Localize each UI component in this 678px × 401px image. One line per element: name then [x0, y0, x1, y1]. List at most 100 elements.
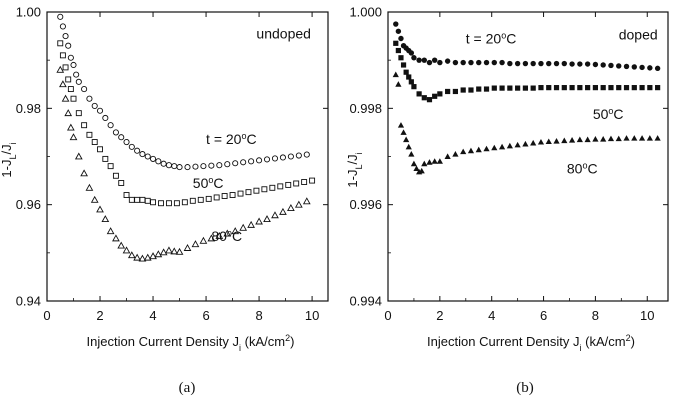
data-point — [263, 156, 271, 163]
data-point — [294, 200, 303, 208]
data-point — [261, 186, 268, 193]
data-point — [309, 177, 316, 184]
data-point — [445, 88, 451, 95]
annotation-label: t = 20oC — [466, 30, 517, 46]
data-point — [245, 189, 252, 196]
data-point — [546, 85, 552, 91]
data-point — [631, 85, 637, 91]
data-point — [170, 247, 179, 255]
data-point — [215, 231, 224, 239]
data-point — [600, 85, 606, 91]
data-point — [647, 65, 653, 71]
data-point — [134, 147, 141, 154]
data-point — [256, 157, 263, 164]
data-point — [181, 199, 188, 206]
data-point — [75, 78, 82, 85]
data-point — [122, 246, 131, 254]
data-point — [553, 137, 560, 144]
data-point — [240, 159, 247, 166]
data-point — [199, 236, 208, 244]
data-point — [405, 143, 412, 150]
data-point — [561, 60, 567, 67]
data-point — [123, 138, 130, 146]
data-point — [107, 163, 114, 170]
data-point — [491, 59, 497, 66]
data-point — [150, 199, 156, 206]
data-point — [192, 163, 199, 170]
data-point — [65, 42, 72, 49]
data-point — [239, 223, 248, 231]
data-point — [134, 196, 141, 203]
data-point — [608, 85, 614, 91]
data-point — [646, 135, 653, 141]
panel-a: 0 2 4 6 8 10 0.94 0.96 0.98 1.00 undoped t = 20oC 50… — [0, 5, 329, 396]
data-point — [173, 200, 180, 207]
data-point — [616, 85, 622, 91]
x-tick-label: 10 — [305, 308, 319, 323]
data-point — [654, 135, 661, 141]
data-point — [80, 169, 88, 177]
data-point — [421, 160, 428, 167]
y-tick-label: 1.00 — [16, 5, 41, 20]
data-point — [149, 155, 157, 162]
annotation-label: 80oC — [567, 160, 598, 176]
panel-caption: (a) — [179, 380, 196, 396]
data-point — [655, 85, 661, 91]
data-point — [123, 192, 130, 198]
data-point — [248, 158, 255, 165]
data-point — [476, 59, 482, 66]
data-point — [213, 194, 220, 201]
data-point — [133, 253, 141, 261]
data-point — [165, 246, 173, 254]
x-tick-label: 0 — [384, 308, 391, 323]
data-point — [553, 60, 560, 67]
data-point — [615, 135, 622, 142]
data-point — [515, 85, 521, 91]
data-point — [149, 252, 157, 260]
data-point — [139, 196, 146, 203]
x-tick-label: 2 — [96, 308, 103, 323]
data-point — [69, 133, 78, 141]
data-point — [444, 153, 451, 159]
data-point — [483, 145, 490, 152]
data-point — [631, 135, 638, 141]
x-tick-label: 0 — [43, 308, 50, 323]
data-point — [183, 243, 192, 251]
data-point — [553, 85, 560, 91]
data-point — [232, 160, 239, 167]
data-point — [86, 95, 93, 102]
data-point — [138, 254, 147, 262]
data-point — [537, 138, 545, 145]
data-point — [460, 148, 467, 155]
data-point — [467, 147, 475, 154]
data-point — [159, 248, 168, 256]
x-tick-label: 2 — [436, 308, 443, 323]
data-point — [301, 179, 308, 185]
y-tick-label: 0.98 — [16, 101, 41, 116]
data-point — [73, 71, 80, 78]
y-tick-label: 0.94 — [16, 294, 41, 309]
data-point — [592, 61, 599, 68]
data-point — [395, 28, 402, 34]
data-point — [127, 251, 136, 259]
data-point — [158, 200, 164, 207]
data-point — [585, 85, 591, 91]
data-point — [411, 55, 417, 61]
data-point — [74, 152, 83, 160]
series-circle — [57, 13, 310, 171]
data-point — [576, 136, 583, 143]
data-point — [530, 139, 537, 146]
x-axis-label: Injection Current Density Ji (kA/cm2) — [87, 333, 295, 353]
data-point — [639, 64, 645, 71]
data-point — [426, 97, 433, 103]
data-point — [416, 91, 422, 97]
data-point — [191, 240, 200, 248]
data-point — [85, 183, 94, 191]
data-point — [406, 74, 412, 80]
data-point — [483, 86, 490, 92]
data-point — [271, 155, 279, 162]
data-point — [452, 150, 459, 157]
data-point — [638, 135, 646, 141]
data-point — [507, 60, 513, 67]
